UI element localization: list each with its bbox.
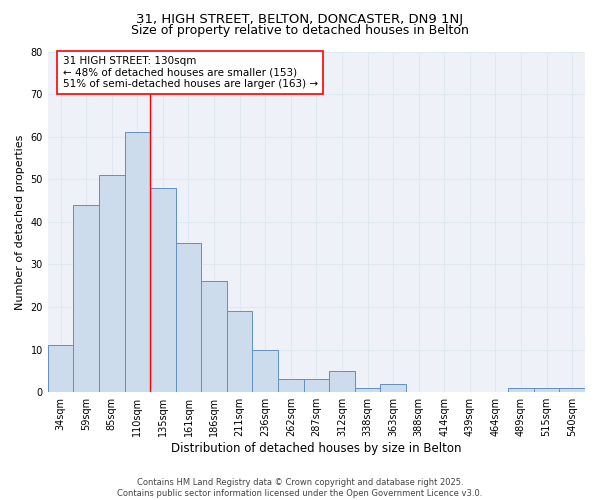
Text: 31 HIGH STREET: 130sqm
← 48% of detached houses are smaller (153)
51% of semi-de: 31 HIGH STREET: 130sqm ← 48% of detached… [62,56,318,89]
Bar [380,384,406,392]
Text: 31, HIGH STREET, BELTON, DONCASTER, DN9 1NJ: 31, HIGH STREET, BELTON, DONCASTER, DN9 … [136,12,464,26]
X-axis label: Distribution of detached houses by size in Belton: Distribution of detached houses by size … [171,442,461,455]
Y-axis label: Number of detached properties: Number of detached properties [15,134,25,310]
Bar [150,188,176,392]
Bar [304,380,329,392]
Text: Contains HM Land Registry data © Crown copyright and database right 2025.
Contai: Contains HM Land Registry data © Crown c… [118,478,482,498]
Bar [534,388,559,392]
Bar [48,346,73,392]
Bar [99,175,125,392]
Bar [355,388,380,392]
Bar [227,312,253,392]
Bar [201,282,227,392]
Bar [125,132,150,392]
Bar [176,243,201,392]
Bar [73,205,99,392]
Bar [559,388,585,392]
Bar [278,380,304,392]
Bar [508,388,534,392]
Text: Size of property relative to detached houses in Belton: Size of property relative to detached ho… [131,24,469,37]
Bar [253,350,278,392]
Bar [329,371,355,392]
